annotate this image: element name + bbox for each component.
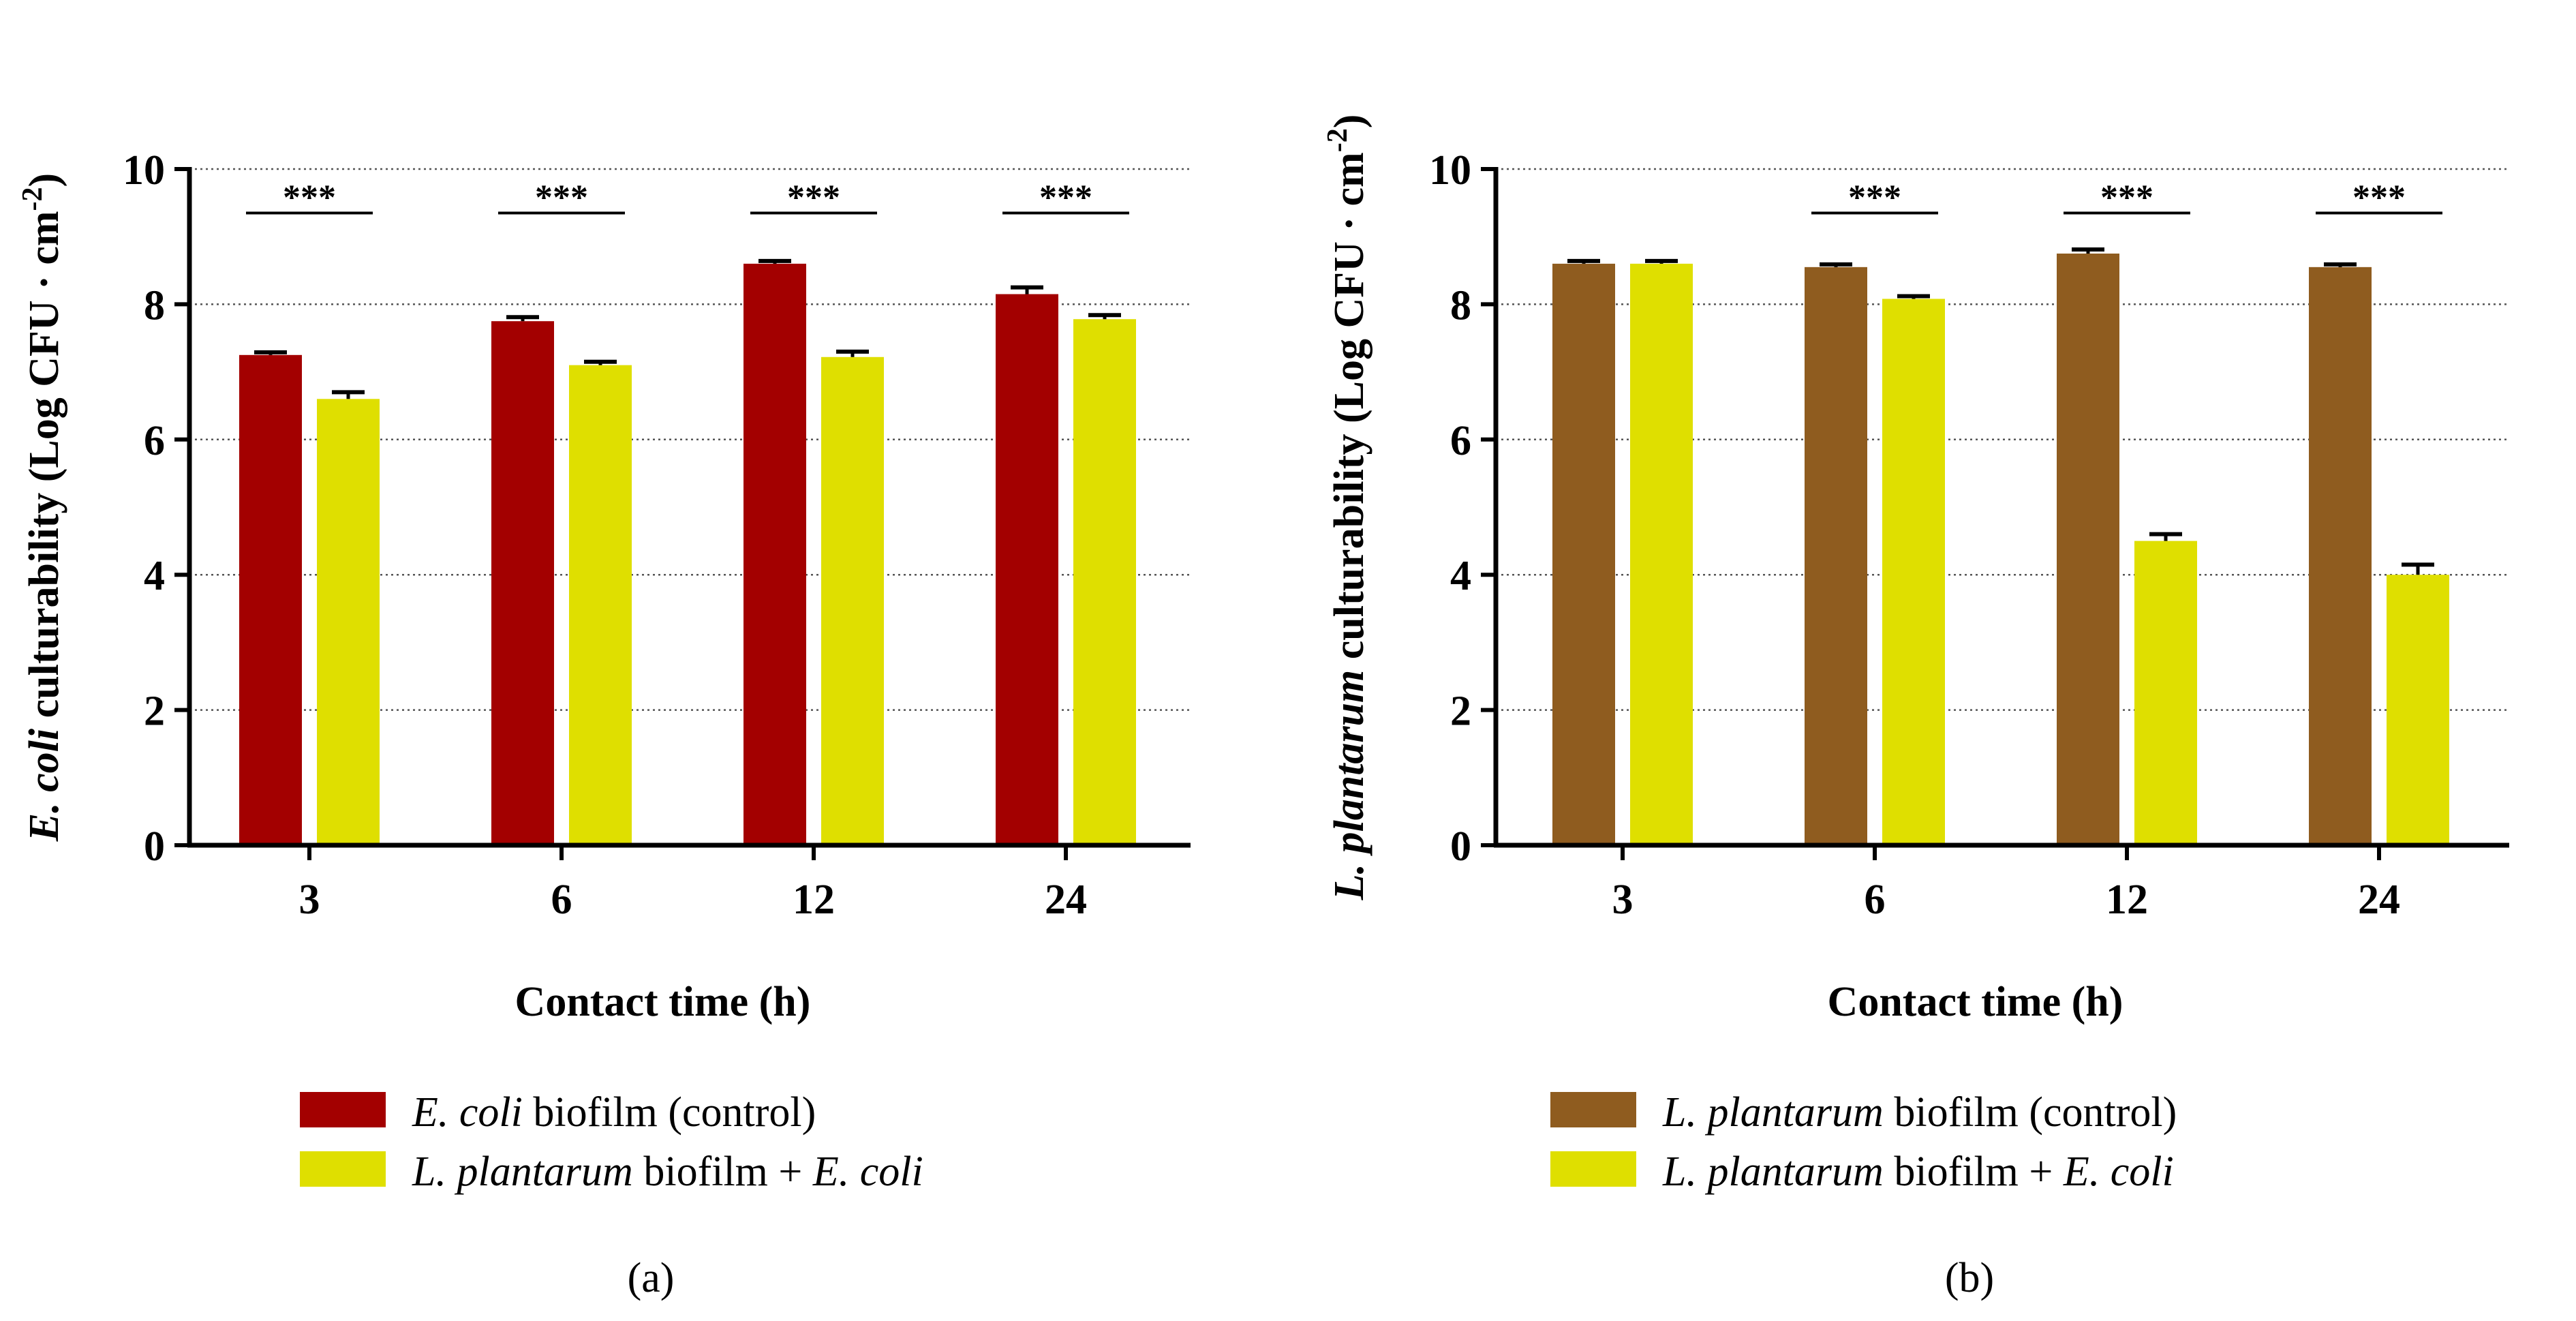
y-tick-label: 0 — [144, 823, 165, 870]
significance-label: *** — [2352, 178, 2406, 217]
bar-control-3h — [1552, 263, 1615, 845]
significance-label: *** — [2100, 178, 2153, 217]
bar-control-12h — [2057, 254, 2119, 845]
y-tick-label: 10 — [123, 147, 165, 194]
x-tick-label: 12 — [2106, 877, 2148, 923]
bar-treated-6h — [569, 365, 632, 845]
y-tick-label: 4 — [144, 553, 165, 599]
legend-text: biofilm + — [1884, 1149, 2064, 1195]
bar-control-24h — [996, 294, 1058, 845]
x-tick-label: 6 — [1865, 877, 1886, 923]
y-label-text: culturability (Log CFU · cm — [21, 211, 67, 728]
x-axis-label: Contact time (h) — [1828, 979, 2123, 1025]
y-axis-label: E. coli culturability (Log CFU · cm-2) — [17, 173, 67, 842]
x-axis-label: Contact time (h) — [515, 979, 811, 1025]
significance-label: *** — [535, 178, 588, 217]
y-tick-label: 6 — [1450, 418, 1471, 464]
legend-text: biofilm (control) — [523, 1089, 816, 1136]
y-label-superscript: -2 — [1322, 128, 1353, 152]
bar-treated-12h — [2134, 541, 2197, 845]
legend-swatch — [1550, 1151, 1636, 1187]
y-tick-label: 8 — [1450, 282, 1471, 329]
bar-control-3h — [239, 354, 302, 845]
bar-treated-24h — [1073, 319, 1136, 845]
x-tick-label: 12 — [793, 877, 835, 923]
legend-organism: L. plantarum — [1662, 1089, 1884, 1136]
legend-text: biofilm + — [633, 1149, 813, 1195]
x-tick-label: 24 — [1045, 877, 1087, 923]
panel-label: (b) — [1945, 1255, 1994, 1301]
legend-text: biofilm (control) — [1884, 1089, 2177, 1136]
bar-treated-3h — [1630, 263, 1693, 845]
legend-organism-2: E. coli — [812, 1149, 923, 1195]
bar-treated-3h — [317, 399, 380, 845]
legend-swatch — [300, 1151, 386, 1187]
y-tick-label: 2 — [144, 688, 165, 735]
legend-entry: E. coli biofilm (control) — [412, 1089, 816, 1136]
y-label-text: culturability (Log CFU · cm — [1326, 152, 1373, 669]
y-label-close: ) — [21, 173, 67, 187]
y-tick-label: 0 — [1450, 823, 1471, 870]
y-axis-label: L. plantarum culturability (Log CFU · cm… — [1322, 115, 1373, 901]
bar-treated-6h — [1882, 299, 1945, 845]
legend-entry: L. plantarum biofilm (control) — [1662, 1089, 2177, 1136]
y-tick-label: 8 — [144, 282, 165, 329]
legend-entry: L. plantarum biofilm + E. coli — [1662, 1149, 2174, 1195]
bar-control-24h — [2309, 267, 2372, 846]
x-tick-label: 24 — [2358, 877, 2400, 923]
bar-control-6h — [1805, 267, 1867, 846]
legend-organism: E. coli — [412, 1089, 523, 1136]
y-label-close: ) — [1326, 115, 1373, 129]
legend-swatch — [300, 1092, 386, 1127]
bar-treated-12h — [821, 356, 884, 845]
y-label-organism: E. coli — [21, 729, 67, 842]
significance-label: *** — [1039, 178, 1092, 217]
legend-organism: L. plantarum — [412, 1149, 633, 1195]
y-tick-label: 6 — [144, 418, 165, 464]
y-tick-label: 2 — [1450, 688, 1471, 735]
y-tick-label: 10 — [1429, 147, 1471, 194]
x-tick-label: 3 — [1612, 877, 1634, 923]
bar-control-6h — [491, 321, 554, 845]
legend-swatch — [1550, 1092, 1636, 1127]
panel-label: (a) — [628, 1255, 675, 1301]
significance-label: *** — [1848, 178, 1901, 217]
legend-organism-2: E. coli — [2063, 1149, 2174, 1195]
y-label-organism: L. plantarum — [1326, 670, 1373, 901]
legend-organism: L. plantarum — [1662, 1149, 1884, 1195]
y-label-superscript: -2 — [17, 187, 48, 211]
bar-treated-24h — [2387, 575, 2449, 845]
y-tick-label: 4 — [1450, 553, 1471, 599]
legend-entry: L. plantarum biofilm + E. coli — [412, 1149, 923, 1195]
x-tick-label: 6 — [551, 877, 572, 923]
significance-label: *** — [787, 178, 840, 217]
significance-label: *** — [283, 178, 336, 217]
bar-control-12h — [743, 263, 806, 845]
x-tick-label: 3 — [299, 877, 320, 923]
